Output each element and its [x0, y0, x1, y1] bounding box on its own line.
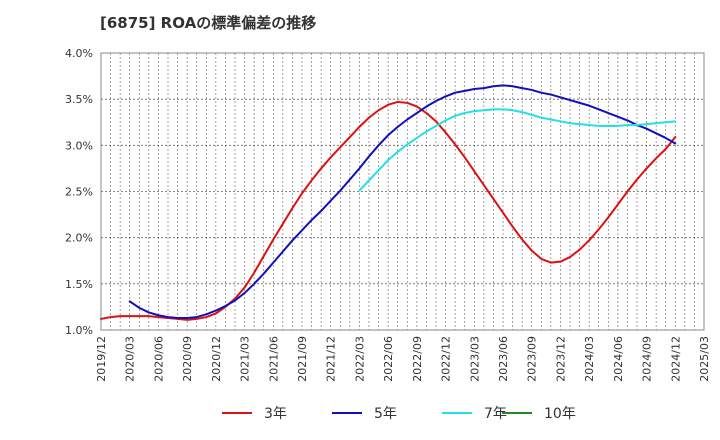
x-tick-label: 2021/12	[325, 336, 338, 382]
y-tick-label: 1.0%	[65, 324, 93, 337]
x-tick-label: 2021/06	[267, 336, 280, 382]
x-tick-label: 2022/09	[411, 336, 424, 382]
x-tick-label: 2020/03	[124, 336, 137, 382]
series-line-2	[128, 84, 677, 319]
x-tick-label: 2021/03	[239, 336, 252, 382]
x-tick-label: 2022/06	[382, 336, 395, 382]
legend-label-3: 7年	[484, 406, 507, 422]
y-tick-label: 4.0%	[65, 47, 93, 60]
x-tick-label: 2024/06	[612, 336, 625, 382]
legend-label-4: 10年	[544, 406, 576, 422]
series-line-1	[100, 100, 677, 321]
x-tick-label: 2024/12	[669, 336, 682, 382]
x-tick-label: 2020/09	[181, 336, 194, 382]
series-layer	[100, 84, 677, 321]
x-tick-label: 2023/09	[526, 336, 539, 382]
legend-label-2: 5年	[374, 406, 397, 422]
x-tick-label: 2023/06	[497, 336, 510, 382]
y-tick-label: 2.5%	[65, 186, 93, 199]
y-tick-label: 2.0%	[65, 232, 93, 245]
x-tick-label: 2022/03	[353, 336, 366, 382]
x-tick-label: 2019/12	[95, 336, 108, 382]
x-tick-label: 2020/06	[152, 336, 165, 382]
x-tick-label: 2024/09	[641, 336, 654, 382]
x-tick-label: 2020/12	[210, 336, 223, 382]
x-tick-label: 2023/03	[468, 336, 481, 382]
grid-layer	[101, 53, 704, 330]
series-line-3	[358, 108, 677, 192]
x-tick-label: 2024/03	[583, 336, 596, 382]
x-tick-label: 2025/03	[698, 336, 711, 382]
x-tick-label: 2022/12	[440, 336, 453, 382]
x-axis: 2019/12 2020/03 2020/06 2020/09 2020/12 2021/…	[95, 336, 711, 382]
y-tick-label: 3.5%	[65, 93, 93, 106]
y-tick-label: 1.5%	[65, 278, 93, 291]
y-tick-label: 3.0%	[65, 139, 93, 152]
chart-title: [6875] ROAの標準偏差の推移	[100, 14, 317, 32]
x-tick-label: 2021/09	[296, 336, 309, 382]
legend-label-1: 3年	[264, 406, 287, 422]
y-axis: 1.0% 1.5% 2.0% 2.5% 3.0% 3.5% 4.0%	[65, 47, 93, 337]
x-tick-label: 2023/12	[554, 336, 567, 382]
legend: 3年 5年 7年 10年	[222, 406, 576, 422]
